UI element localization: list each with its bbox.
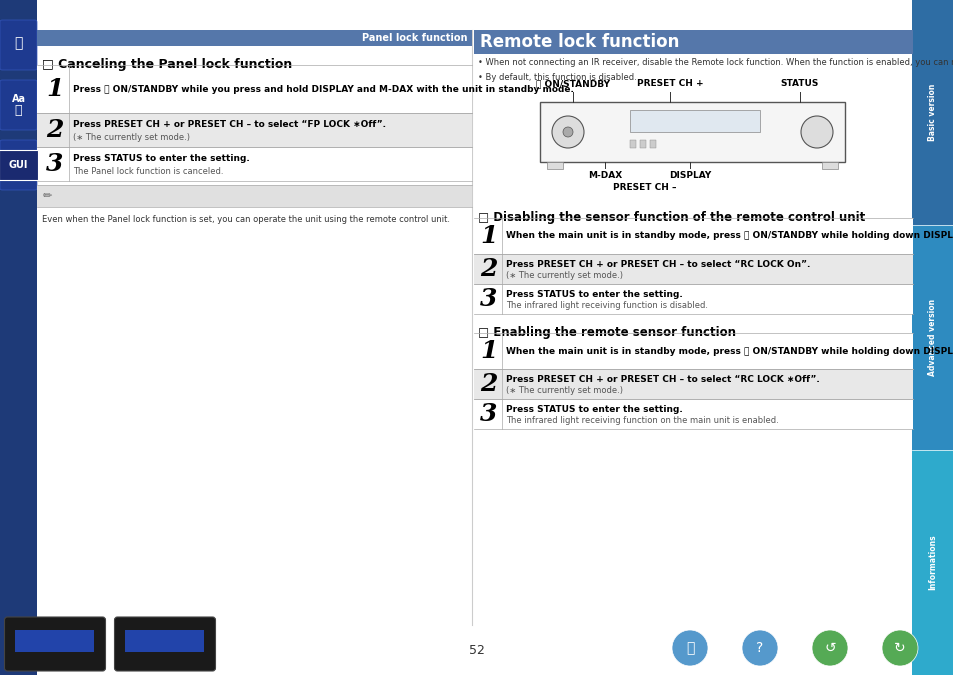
Bar [474, 254, 912, 284]
Text: PRESET CH +: PRESET CH + [636, 80, 702, 88]
FancyBboxPatch shape [0, 80, 37, 130]
Text: Press PRESET CH + or PRESET CH – to select “RC LOCK ∗Off”.: Press PRESET CH + or PRESET CH – to sele… [505, 375, 819, 384]
Text: ↻: ↻ [893, 641, 904, 655]
Text: • When not connecting an IR receiver, disable the Remote lock function. When the: • When not connecting an IR receiver, di… [477, 58, 953, 67]
Text: 2: 2 [479, 372, 497, 396]
Bar [474, 399, 912, 429]
FancyBboxPatch shape [114, 617, 215, 671]
Text: Advanced version: Advanced version [927, 299, 936, 376]
Text: 1: 1 [479, 224, 497, 248]
Bar [639, 140, 645, 148]
Text: 3: 3 [47, 152, 64, 176]
Text: 2: 2 [47, 118, 64, 142]
Bar [37, 113, 472, 147]
Bar [629, 140, 636, 148]
Bar [37, 30, 472, 46]
Text: Press STATUS to enter the setting.: Press STATUS to enter the setting. [73, 155, 250, 163]
Text: 📖: 📖 [685, 641, 694, 655]
Circle shape [671, 630, 707, 666]
Bar [37, 185, 472, 207]
Circle shape [741, 630, 778, 666]
Circle shape [562, 127, 573, 137]
Bar [474, 369, 912, 399]
Bar [911, 225, 952, 450]
Text: ✏: ✏ [42, 191, 51, 201]
Text: PRESET CH –: PRESET CH – [613, 184, 676, 192]
Text: Press ⏻ ON/STANDBY while you press and hold DISPLAY and M-DAX with the unit in s: Press ⏻ ON/STANDBY while you press and h… [73, 84, 574, 94]
Text: 2: 2 [479, 257, 497, 281]
FancyBboxPatch shape [0, 20, 37, 70]
Text: Press PRESET CH + or PRESET CH – to select “RC LOCK On”.: Press PRESET CH + or PRESET CH – to sele… [505, 260, 809, 269]
Bar [474, 218, 912, 254]
Text: 1: 1 [47, 77, 64, 101]
Text: 52: 52 [469, 643, 484, 657]
Bar [539, 102, 844, 162]
Text: □ Disabling the sensor function of the remote control unit: □ Disabling the sensor function of the r… [477, 211, 864, 224]
Text: 👓: 👓 [14, 105, 22, 117]
Text: (∗ The currently set mode.): (∗ The currently set mode.) [73, 133, 190, 142]
Text: Aa: Aa [11, 94, 26, 104]
Bar [37, 147, 472, 181]
Text: When the main unit is in standby mode, press ⏻ ON/STANDBY while holding down DIS: When the main unit is in standby mode, p… [505, 346, 953, 356]
FancyBboxPatch shape [5, 617, 106, 671]
Bar [0, 0, 37, 675]
Bar [474, 284, 912, 314]
Text: □ Enabling the remote sensor function: □ Enabling the remote sensor function [477, 326, 735, 339]
Circle shape [882, 630, 917, 666]
Text: Press STATUS to enter the setting.: Press STATUS to enter the setting. [505, 405, 682, 414]
Circle shape [801, 116, 832, 148]
Bar [474, 333, 912, 369]
Text: The infrared light receiving function is disabled.: The infrared light receiving function is… [505, 301, 707, 310]
Text: Press STATUS to enter the setting.: Press STATUS to enter the setting. [505, 290, 682, 299]
Text: Panel lock function: Panel lock function [362, 33, 468, 43]
Text: 1: 1 [479, 339, 497, 363]
Text: Informations: Informations [927, 535, 936, 591]
Bar [821, 162, 837, 169]
Circle shape [811, 630, 847, 666]
Text: When the main unit is in standby mode, press ⏻ ON/STANDBY while holding down DIS: When the main unit is in standby mode, p… [505, 232, 953, 240]
Text: DISPLAY: DISPLAY [668, 171, 710, 180]
Bar [629, 110, 760, 132]
Text: 📖: 📖 [14, 36, 23, 50]
Text: Even when the Panel lock function is set, you can operate the unit using the rem: Even when the Panel lock function is set… [42, 215, 450, 224]
Text: The Panel lock function is canceled.: The Panel lock function is canceled. [73, 167, 223, 176]
Text: M-DAX: M-DAX [587, 171, 621, 180]
Text: 3: 3 [479, 287, 497, 311]
Text: (∗ The currently set mode.): (∗ The currently set mode.) [505, 386, 622, 395]
Text: The infrared light receiving function on the main unit is enabled.: The infrared light receiving function on… [505, 416, 778, 425]
Text: (∗ The currently set mode.): (∗ The currently set mode.) [505, 271, 622, 280]
Bar [911, 0, 952, 225]
Text: ↺: ↺ [823, 641, 835, 655]
Text: Press PRESET CH + or PRESET CH – to select “FP LOCK ∗Off”.: Press PRESET CH + or PRESET CH – to sele… [73, 120, 386, 130]
Circle shape [552, 116, 583, 148]
Bar [911, 450, 952, 675]
Bar [15, 630, 94, 652]
Text: Remote lock function: Remote lock function [479, 33, 679, 51]
Text: • By default, this function is disabled.: • By default, this function is disabled. [477, 73, 636, 82]
Text: ⏻ ON/STANDBY: ⏻ ON/STANDBY [536, 80, 609, 88]
Bar [37, 65, 472, 113]
Text: Basic version: Basic version [927, 84, 936, 141]
Text: ?: ? [756, 641, 762, 655]
Bar [126, 630, 204, 652]
FancyBboxPatch shape [0, 140, 37, 190]
Bar [649, 140, 656, 148]
Bar [474, 30, 912, 54]
Bar [546, 162, 562, 169]
Text: GUI: GUI [9, 160, 29, 170]
Text: STATUS: STATUS [780, 80, 819, 88]
Text: 3: 3 [479, 402, 497, 426]
Text: □ Canceling the Panel lock function: □ Canceling the Panel lock function [42, 58, 292, 71]
